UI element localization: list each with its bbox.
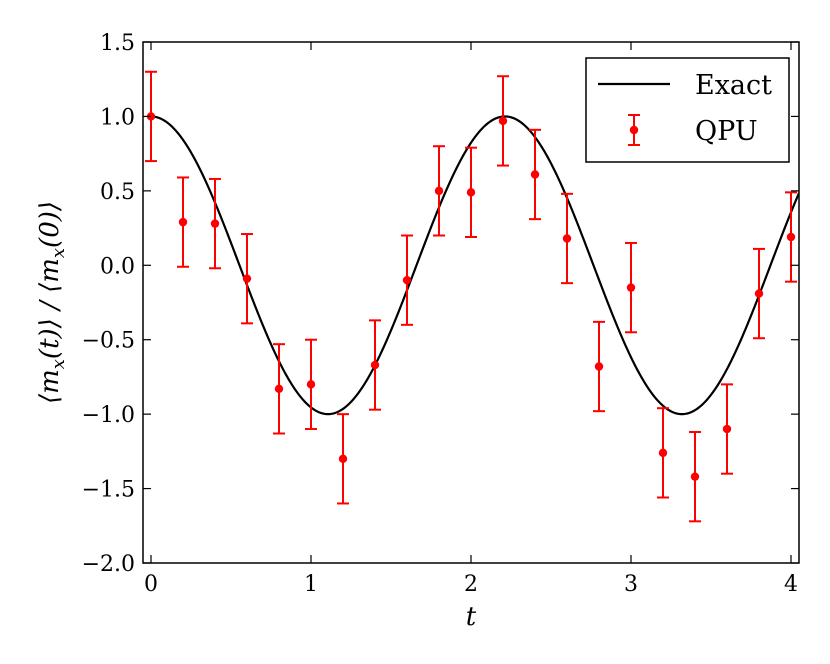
qpu-marker [498, 116, 508, 126]
qpu-point [721, 383, 733, 475]
y-axis-label-subscript: x [48, 248, 69, 258]
qpu-point [177, 176, 189, 268]
qpu-marker [786, 232, 796, 242]
qpu-point [625, 241, 637, 334]
y-axis-label-subscript: x [48, 359, 69, 369]
qpu-point [561, 192, 573, 285]
qpu-marker [338, 454, 348, 463]
qpu-point [497, 75, 509, 167]
x-tick-label: 2 [464, 572, 478, 597]
qpu-point [657, 407, 669, 499]
legend-exact-label: Exact [695, 70, 772, 101]
qpu-point [369, 319, 381, 411]
qpu-marker [626, 283, 636, 292]
y-tick-label: 0.0 [100, 254, 135, 279]
y-tick-label: −2.0 [82, 552, 135, 577]
qpu-marker [370, 360, 380, 370]
qpu-point [433, 145, 445, 237]
qpu-marker [658, 448, 668, 458]
qpu-marker [178, 217, 188, 227]
ticks: 0 1 2 3 4 −2.0 −1.5 −1.0 −0.5 0.0 0.5 1.0 1.5 [82, 31, 799, 597]
y-axis-label-part: (0)⟩ [35, 201, 65, 248]
y-tick-label: 0.5 [100, 180, 135, 205]
qpu-marker [466, 188, 476, 197]
qpu-point [593, 320, 605, 413]
qpu-point [337, 413, 349, 505]
y-tick-label: 1.5 [100, 31, 135, 56]
qpu-marker [722, 424, 732, 434]
x-tick-label: 4 [784, 572, 798, 597]
y-tick-label: 1.0 [100, 105, 135, 130]
qpu-marker [754, 289, 764, 298]
qpu-marker [402, 275, 412, 285]
qpu-marker [306, 380, 316, 389]
qpu-point [753, 247, 765, 340]
qpu-point [273, 343, 285, 435]
qpu-marker [562, 234, 572, 243]
x-tick-label: 3 [624, 572, 638, 597]
exact-curve [150, 115, 799, 416]
y-tick-label: −1.5 [82, 478, 135, 503]
qpu-point [529, 128, 541, 221]
y-axis-label-part: (t)⟩ / ⟨m [35, 258, 65, 359]
y-axis-label: ⟨mx(t)⟩ / ⟨mx(0)⟩ [35, 201, 69, 404]
x-axis-label: t [466, 602, 477, 632]
y-tick-label: −1.0 [82, 403, 135, 428]
qpu-point [209, 177, 221, 270]
y-axis-label-part: ⟨m [35, 369, 65, 404]
legend: Exact QPU [585, 57, 790, 163]
qpu-point [401, 234, 413, 326]
x-tick-label: 1 [304, 572, 318, 597]
qpu-marker [530, 170, 540, 179]
qpu-point [465, 146, 477, 239]
qpu-point [305, 338, 317, 431]
qpu-marker [594, 362, 604, 371]
x-tick-label: 0 [144, 572, 158, 597]
legend-qpu-marker [628, 114, 640, 146]
qpu-point [785, 191, 797, 283]
qpu-series [145, 70, 797, 523]
qpu-marker [434, 186, 444, 196]
legend-qpu-label: QPU [695, 116, 758, 147]
legend-qpu-dot [629, 125, 639, 135]
y-tick-label: −0.5 [82, 329, 135, 354]
qpu-marker [242, 274, 252, 283]
qpu-marker [690, 472, 700, 481]
qpu-point [241, 233, 253, 325]
qpu-point [689, 431, 701, 523]
exact-series [150, 115, 799, 416]
qpu-marker [274, 384, 284, 394]
qpu-marker [210, 219, 220, 228]
legend-box [585, 57, 790, 163]
